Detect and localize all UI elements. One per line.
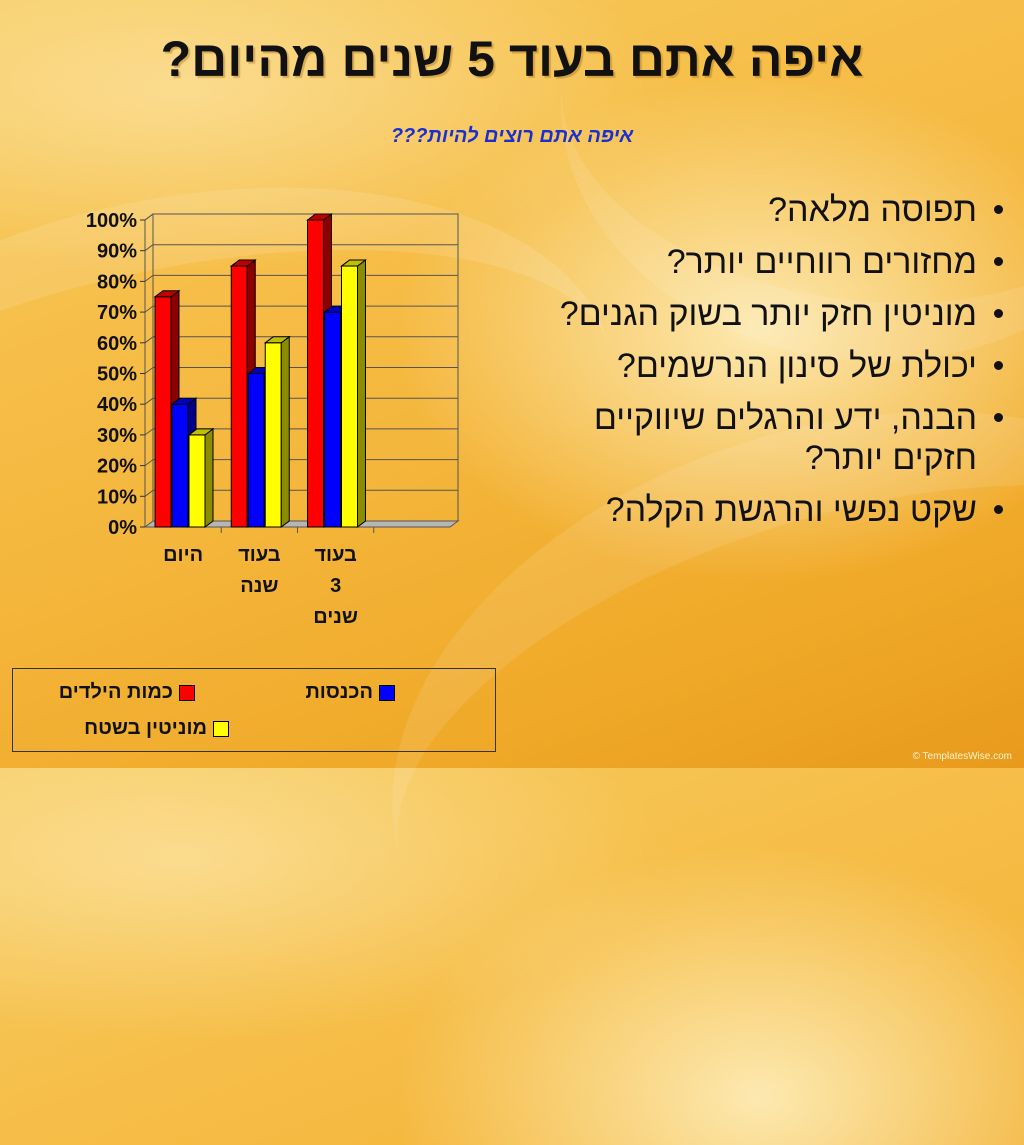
y-tick-label: 60% — [97, 333, 137, 355]
bar — [264, 342, 282, 528]
y-tick-label: 10% — [97, 486, 137, 508]
legend-label: הכנסות — [305, 681, 373, 703]
y-tick-label: 0% — [108, 517, 137, 539]
x-tick-label: בעוד — [238, 544, 281, 566]
x-tick-label: שנים — [313, 606, 358, 628]
legend-swatch — [179, 684, 195, 701]
gridline-side — [144, 489, 154, 497]
bullet-item: מוניטין חזק יותר בשוק הגנים? — [500, 294, 1005, 334]
bar-top — [229, 259, 257, 267]
y-tick-label: 30% — [97, 425, 137, 447]
slide-subtitle: איפה אתם רוצים להיות??? — [390, 125, 634, 147]
bar — [324, 311, 341, 528]
gridline-side — [144, 275, 154, 282]
bullet-list: תפוסה מלאה? מחזורים רווחיים יותר? מוניטי… — [500, 190, 1005, 542]
y-tick-label: 20% — [97, 456, 137, 478]
x-tick-label: שנה — [240, 575, 278, 597]
bullet-dot-icon — [994, 361, 1003, 370]
y-tick-label: 40% — [97, 394, 137, 416]
x-tick-label: היום — [163, 544, 203, 566]
chart-legend: כמות הילדים הכנסות מוניטין בשטח — [12, 668, 496, 752]
bar-top — [170, 397, 198, 405]
bar — [247, 373, 265, 528]
bullet-text: הבנה, ידע והרגלים שיווקיים חזקים יותר? — [593, 399, 977, 477]
legend-item: כמות הילדים — [59, 681, 195, 704]
legend-item: הכנסות — [305, 681, 395, 704]
gridline-side — [144, 305, 154, 313]
legend-swatch — [379, 684, 395, 701]
y-tick-label: 80% — [97, 271, 137, 293]
bar-top — [306, 213, 333, 221]
bullet-dot-icon — [994, 413, 1003, 422]
gridline-side — [144, 336, 154, 344]
bar — [230, 265, 248, 528]
bar — [188, 434, 206, 528]
y-tick-label: 90% — [97, 241, 137, 263]
bar — [171, 403, 189, 528]
y-tick-label: 70% — [97, 302, 137, 324]
bullet-item: מחזורים רווחיים יותר? — [500, 242, 1005, 282]
slide-title: איפה אתם בעוד 5 שנים מהיום? — [160, 31, 864, 87]
bullet-item: יכולת של סינון הנרשמים? — [500, 346, 1005, 386]
bullet-text: מחזורים רווחיים יותר? — [666, 243, 977, 281]
bullet-text: שקט נפשי והרגשת הקלה? — [605, 491, 977, 529]
gridline-side — [144, 459, 154, 467]
gridline-side — [144, 244, 154, 252]
legend-label: כמות הילדים — [58, 681, 173, 703]
bar-top — [187, 428, 215, 436]
bullet-text: יכולת של סינון הנרשמים? — [616, 347, 977, 385]
bullet-text: מוניטין חזק יותר בשוק הגנים? — [559, 295, 977, 333]
bar-top — [263, 336, 291, 344]
bullet-item: הבנה, ידע והרגלים שיווקיים חזקים יותר? — [500, 398, 1005, 478]
gridline-side — [144, 367, 154, 374]
bar-side — [204, 427, 214, 528]
bullet-dot-icon — [994, 257, 1003, 266]
legend-item: מוניטין בשטח — [84, 717, 229, 740]
bullet-dot-icon — [994, 205, 1003, 214]
credit-text: © TemplatesWise.com — [912, 751, 1012, 762]
bar — [341, 265, 358, 528]
bullet-item: תפוסה מלאה? — [500, 190, 1005, 230]
bar-top — [340, 259, 367, 267]
bullet-item: שקט נפשי והרגשת הקלה? — [500, 490, 1005, 530]
gridline-side — [144, 213, 154, 221]
bar-side — [280, 335, 290, 528]
x-tick-label: בעוד — [314, 544, 357, 566]
x-tick-label: 3 — [330, 575, 341, 597]
bar-side — [357, 259, 366, 528]
bullet-dot-icon — [994, 309, 1003, 318]
bar-top — [153, 290, 181, 298]
bullet-dot-icon — [994, 505, 1003, 514]
gridline-side — [144, 397, 154, 405]
bar — [154, 296, 172, 528]
bar-chart: 0% 10% 20% 30% 40% 50% 60% 70% 80% 90% 100% היום בעו… — [86, 210, 460, 628]
y-tick-label: 100% — [86, 210, 137, 232]
legend-swatch — [213, 720, 229, 737]
bar — [307, 219, 324, 528]
y-tick-label: 50% — [97, 364, 137, 386]
gridline-side — [144, 428, 154, 436]
legend-label: מוניטין בשטח — [84, 717, 207, 739]
bullet-text: תפוסה מלאה? — [768, 191, 977, 229]
